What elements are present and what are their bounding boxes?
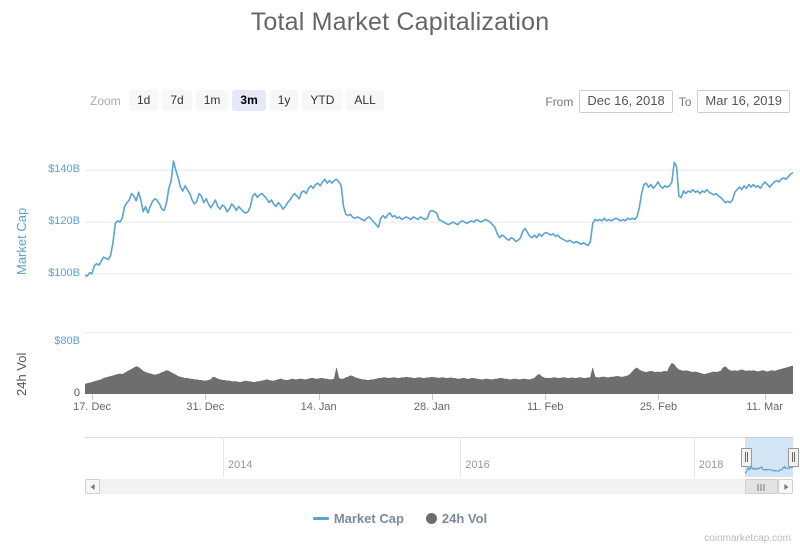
navigator-tick <box>460 437 462 477</box>
x-axis-tick-mark <box>545 394 547 400</box>
range-selector: Zoom 1d 7d 1m 3m 1y YTD ALL From Dec 16, 2018 … <box>0 90 800 116</box>
zoom-button-group: 1d 7d 1m 3m 1y YTD ALL <box>129 90 384 111</box>
legend-line-icon <box>312 517 329 521</box>
page-title: Total Market Capitalization <box>250 8 550 36</box>
to-date-input[interactable]: Mar 16, 2019 <box>697 90 790 113</box>
zoom-button-ytd[interactable]: YTD <box>302 90 343 111</box>
x-axis-tick-label: 17. Dec <box>73 401 112 413</box>
x-axis-tick-mark <box>318 394 320 400</box>
zoom-button-1d[interactable]: 1d <box>129 90 159 111</box>
market-cap-y-tick: $120B <box>48 215 80 228</box>
to-label: To <box>678 94 692 109</box>
x-axis-tick-label: 31. Dec <box>186 401 225 413</box>
navigator-tick <box>223 437 225 477</box>
scroll-left-button[interactable] <box>85 479 100 494</box>
grip-icon <box>760 484 762 491</box>
chart-legend: Market Cap 24h Vol <box>0 510 800 526</box>
scrollbar-thumb[interactable] <box>744 479 779 494</box>
x-axis-tick-label: 11. Mar <box>746 401 783 413</box>
legend-item-24h-vol[interactable]: 24h Vol <box>425 510 488 527</box>
volume-plot <box>85 332 793 394</box>
x-axis-tick-label: 28. Jan <box>413 401 450 413</box>
zoom-button-3m[interactable]: 3m <box>232 90 266 111</box>
x-axis-tick-label: 14. Jan <box>300 401 337 413</box>
navigator-selection-window[interactable] <box>744 437 793 477</box>
volume-y-tick: 0 <box>73 387 80 399</box>
navigator-year-label: 2014 <box>228 459 253 471</box>
x-axis-tick-mark <box>92 394 94 400</box>
legend-item-market-cap[interactable]: Market Cap <box>312 510 404 527</box>
navigator[interactable]: 2014 2016 2018 <box>85 437 799 478</box>
navigator-mini-series <box>744 464 793 474</box>
market-cap-y-tick: $100B <box>48 267 80 280</box>
x-axis-tick-label: 11. Feb <box>526 401 564 413</box>
volume-y-tick: $80B <box>54 334 80 347</box>
zoom-button-1m[interactable]: 1m <box>195 90 229 111</box>
navigator-handle-left[interactable] <box>740 448 752 467</box>
navigator-year-label: 2018 <box>698 459 724 471</box>
navigator-year-label: 2016 <box>465 459 490 471</box>
caret-right-icon <box>783 483 788 490</box>
navigator-handle-right[interactable] <box>788 448 799 467</box>
from-date-input[interactable]: Dec 16, 2018 <box>579 90 673 113</box>
volume-area-series <box>85 332 793 394</box>
x-axis-tick-mark <box>431 394 433 400</box>
zoom-label: Zoom <box>90 94 121 108</box>
zoom-button-all[interactable]: ALL <box>346 90 384 111</box>
scroll-right-button[interactable] <box>778 479 793 494</box>
x-axis-tick-mark <box>658 394 660 400</box>
x-axis-tick-label: 25. Feb <box>639 401 678 413</box>
date-range-inputs: From Dec 16, 2018 To Mar 16, 2019 <box>545 90 790 113</box>
caret-left-icon <box>90 483 95 490</box>
navigator-background <box>85 437 793 478</box>
navigator-tick <box>693 437 695 477</box>
legend-label: Market Cap <box>333 511 404 527</box>
zoom-button-1y[interactable]: 1y <box>269 90 299 111</box>
legend-dot-icon <box>425 513 437 525</box>
market-cap-y-tick: $140B <box>48 163 80 176</box>
legend-label: 24h Vol <box>441 511 488 527</box>
zoom-button-7d[interactable]: 7d <box>162 90 192 111</box>
x-axis-tick-mark <box>205 394 207 400</box>
navigator-scrollbar[interactable] <box>85 479 793 494</box>
market-cap-plot <box>85 152 793 287</box>
scrollbar-track[interactable] <box>85 479 793 494</box>
from-label: From <box>545 94 574 109</box>
x-axis-tick-mark <box>764 394 766 400</box>
watermark: coinmarketcap.com <box>704 533 791 544</box>
market-cap-line-series <box>85 160 793 277</box>
